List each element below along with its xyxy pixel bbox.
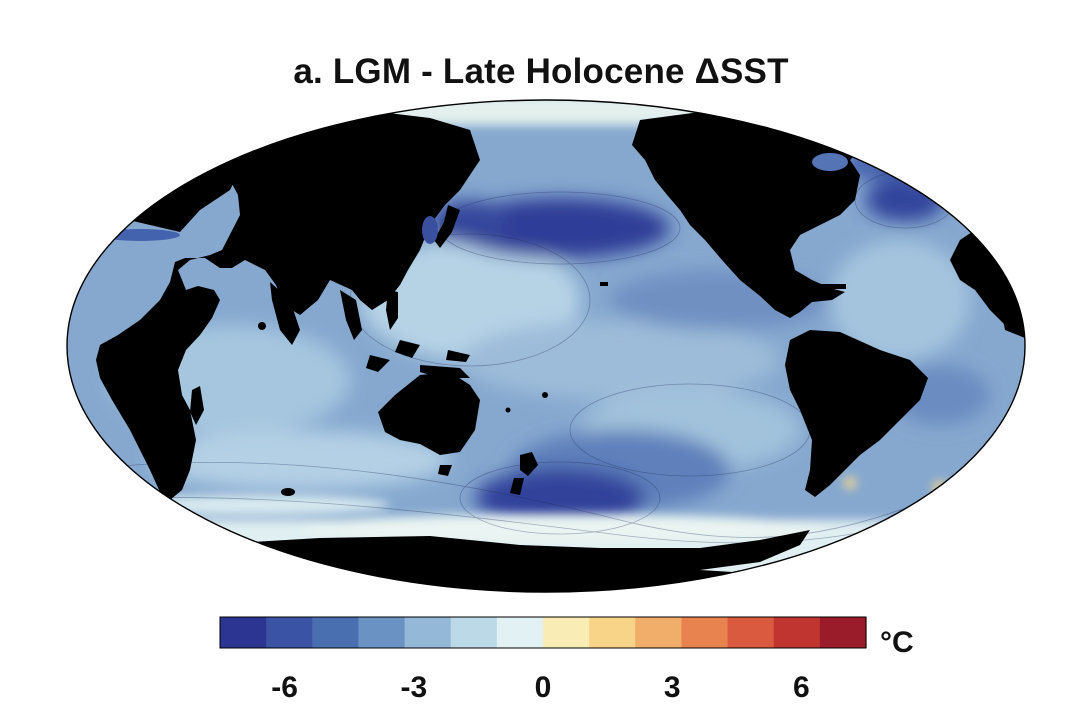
colorbar-segment — [635, 617, 683, 648]
colorbar-unit: °C — [880, 626, 914, 659]
colorbar-segment — [543, 617, 590, 648]
colorbar-segment — [220, 617, 267, 648]
colorbar-segment — [312, 617, 360, 648]
colorbar-segment — [727, 617, 775, 648]
colorbar-segment — [819, 617, 867, 648]
colorbar-frame — [219, 616, 867, 649]
colorbar-segment — [450, 617, 498, 648]
colorbar-tick-label: 3 — [664, 671, 681, 704]
colorbar-segment — [404, 617, 452, 648]
colorbar-tick-label: 6 — [793, 671, 810, 704]
figure-title: a. LGM - Late Holocene ΔSST — [293, 52, 789, 91]
map-frame — [66, 99, 1026, 593]
colorbar-tick-label: -3 — [400, 671, 427, 704]
colorbar-segment — [589, 617, 636, 648]
colorbar-tick-label: -6 — [271, 671, 298, 704]
ocean-field — [67, 100, 1025, 592]
colorbar-segment — [681, 617, 729, 648]
colorbar-segment — [266, 617, 313, 648]
colorbar-segment — [496, 617, 544, 648]
colorbar-ticks: -6 -3 0 3 6 — [271, 671, 809, 704]
colorbar-segments — [220, 617, 867, 648]
colorbar-segment — [773, 617, 821, 648]
colorbar-segment — [358, 617, 406, 648]
colorbar-tick-label: 0 — [535, 671, 552, 704]
